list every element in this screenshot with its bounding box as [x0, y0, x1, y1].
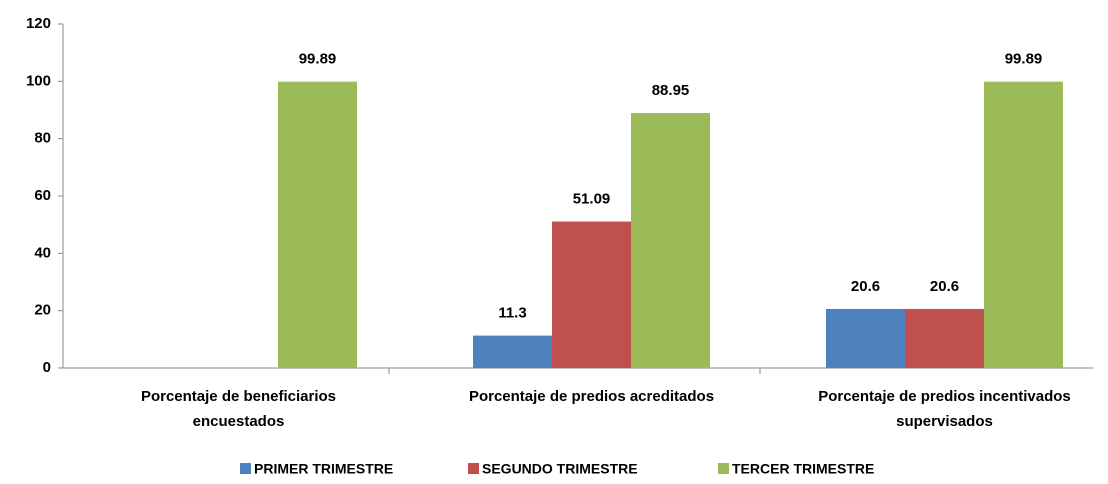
y-tick-label: 40	[34, 244, 51, 261]
data-label: 11.3	[498, 305, 526, 322]
bar	[473, 335, 552, 368]
bar	[278, 81, 357, 368]
bar	[631, 113, 710, 368]
y-tick-label: 20	[34, 302, 51, 319]
bar	[984, 81, 1063, 368]
x-tick-label: Porcentaje de beneficiarios encuestados	[140, 388, 337, 430]
legend-swatch	[240, 463, 251, 474]
x-tick-label: Porcentaje de predios incentivados super…	[818, 388, 1071, 430]
x-tick-label: Porcentaje de predios acreditados	[468, 388, 715, 405]
data-label: 88.95	[652, 82, 690, 99]
legend-label: TERCER TRIMESTRE	[732, 461, 874, 477]
data-label: 51.09	[573, 191, 611, 208]
data-label: 99.89	[1005, 51, 1043, 68]
y-tick-label: 60	[34, 187, 51, 204]
legend-swatch	[468, 463, 479, 474]
y-tick-label: 120	[26, 15, 51, 32]
data-label: 20.6	[930, 278, 959, 295]
bar	[905, 308, 984, 368]
y-tick-label: 100	[26, 72, 51, 89]
y-tick-label: 0	[43, 359, 51, 376]
data-label: 99.89	[299, 51, 337, 68]
legend-swatch	[718, 463, 729, 474]
legend-label: SEGUNDO TRIMESTRE	[482, 461, 638, 477]
bar	[826, 308, 905, 368]
bar	[552, 221, 631, 368]
y-tick-label: 80	[34, 130, 51, 147]
data-label: 20.6	[851, 278, 880, 295]
legend-label: PRIMER TRIMESTRE	[254, 461, 393, 477]
